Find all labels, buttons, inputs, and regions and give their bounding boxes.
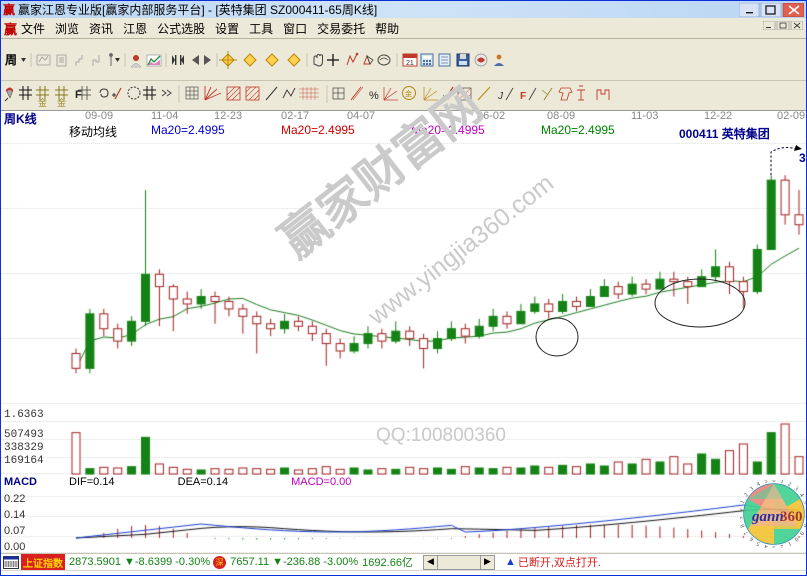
svg-text:5: 5: [756, 540, 761, 547]
svg-text:8: 8: [740, 523, 746, 528]
svg-text:1: 1: [780, 480, 784, 485]
svg-text:F: F: [520, 91, 526, 102]
svg-text:21: 21: [406, 60, 414, 67]
svg-text:1: 1: [740, 500, 746, 505]
svg-text:9: 9: [740, 516, 744, 520]
svg-text:5: 5: [764, 480, 768, 485]
svg-text:金: 金: [38, 97, 47, 108]
svg-text:4: 4: [756, 481, 761, 488]
svg-text:金: 金: [405, 89, 412, 98]
svg-text:2: 2: [780, 543, 784, 548]
svg-text:360: 360: [780, 509, 803, 525]
svg-text:6: 6: [804, 508, 807, 512]
svg-text:金: 金: [57, 97, 66, 108]
svg-text:3: 3: [799, 151, 806, 165]
svg-text:1: 1: [787, 540, 792, 547]
svg-text:5: 5: [802, 500, 807, 505]
svg-text:2: 2: [787, 481, 792, 488]
svg-text:J: J: [497, 91, 504, 102]
svg-text:%: %: [369, 90, 379, 102]
svg-text:周: 周: [5, 53, 17, 67]
svg-text:4: 4: [764, 543, 768, 548]
svg-text:gann: gann: [751, 509, 784, 525]
svg-text:0: 0: [773, 480, 776, 484]
svg-text:3: 3: [773, 544, 776, 548]
